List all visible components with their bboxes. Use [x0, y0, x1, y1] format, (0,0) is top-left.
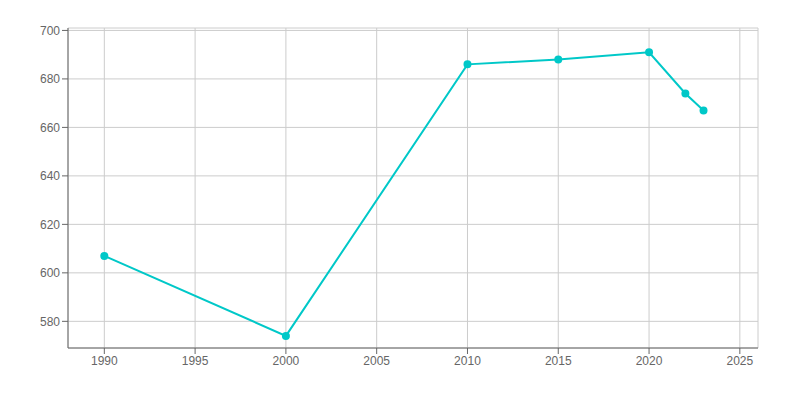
svg-text:2020: 2020	[636, 354, 663, 368]
svg-text:2010: 2010	[454, 354, 481, 368]
svg-text:1995: 1995	[182, 354, 209, 368]
svg-text:580: 580	[40, 315, 60, 329]
svg-text:620: 620	[40, 218, 60, 232]
svg-text:2025: 2025	[726, 354, 753, 368]
svg-text:2015: 2015	[545, 354, 572, 368]
svg-text:1990: 1990	[91, 354, 118, 368]
svg-text:700: 700	[40, 24, 60, 38]
svg-text:600: 600	[40, 266, 60, 280]
svg-text:2000: 2000	[273, 354, 300, 368]
svg-text:660: 660	[40, 121, 60, 135]
svg-text:640: 640	[40, 169, 60, 183]
svg-text:680: 680	[40, 72, 60, 86]
svg-text:2005: 2005	[363, 354, 390, 368]
